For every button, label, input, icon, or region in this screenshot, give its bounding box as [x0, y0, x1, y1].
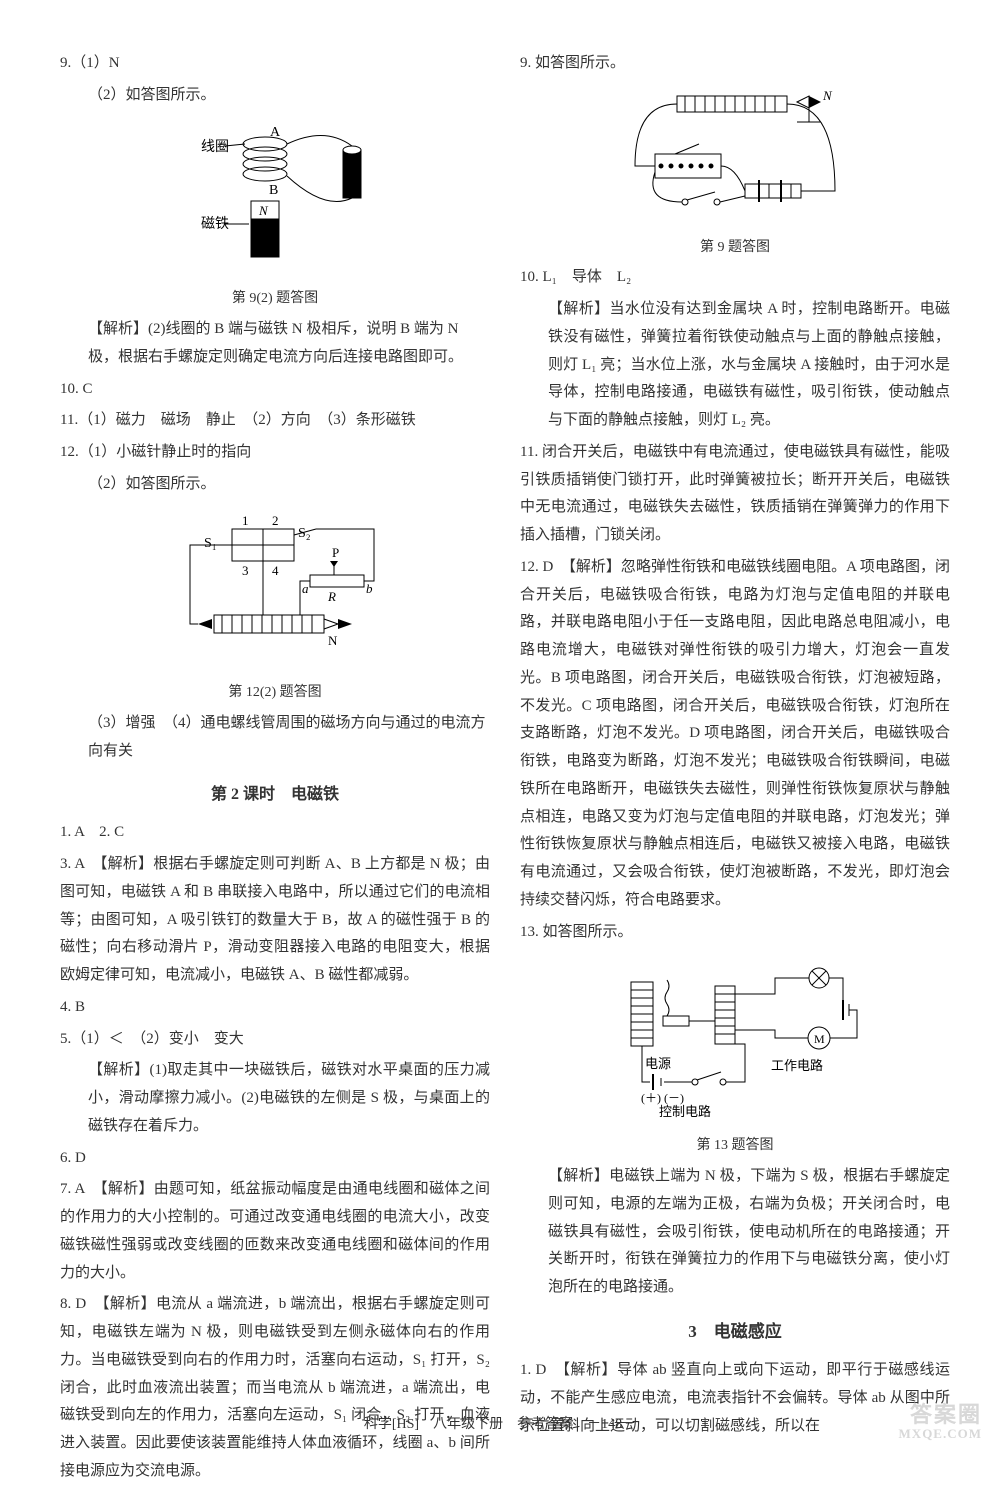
svg-text:b: b	[366, 581, 373, 596]
magnet-label: 磁铁	[201, 216, 229, 232]
r-q10-exp: 【解析】当水位没有达到金属块 A 时，控制电路断开。电磁铁没有磁性，弹簧拉着衔铁…	[520, 296, 950, 435]
l2-q8: 8. D 【解析】电流从 a 端流进，b 端流出，根据右手螺旋定则可知，电磁铁左…	[60, 1291, 490, 1485]
figure-r13-caption: 第 13 题答图	[520, 1133, 950, 1159]
figure-r9: N	[520, 84, 950, 261]
watermark-top: 答案圈	[910, 1402, 982, 1427]
svg-text:N: N	[822, 88, 833, 103]
q11: 11.（1）磁力 磁场 静止 （2）方向 （3）条形磁铁	[60, 407, 490, 435]
figure-r13: M 电源 (＋) (－)	[520, 952, 950, 1159]
lesson-2-title: 第 2 课时 电磁铁	[60, 780, 490, 810]
q12-part1: 12.（1）小磁针静止时的指向	[60, 439, 490, 467]
right-column: 9. 如答图所示。 N	[520, 50, 950, 1360]
svg-text:N: N	[328, 633, 338, 648]
figure-12-2: 1 2 3 4 S₁ S₂ P a R b	[60, 505, 490, 707]
svg-text:控制电路: 控制电路	[659, 1104, 711, 1119]
svg-text:P: P	[332, 545, 339, 560]
figure-r9-caption: 第 9 题答图	[520, 235, 950, 261]
chapter-3-title: 3 电磁感应	[520, 1316, 950, 1347]
page-footer: 科学[HS] 八年级下册 参考答案 －148－	[0, 1413, 1000, 1433]
svg-text:a: a	[302, 581, 309, 596]
svg-text:M: M	[814, 1032, 825, 1046]
q10: 10. C	[60, 376, 490, 404]
svg-text:1: 1	[242, 513, 249, 528]
svg-text:S₁: S₁	[204, 536, 217, 551]
watermark: 答案圈 MXQE.COM	[899, 1403, 982, 1441]
r-q12: 12. D 【解析】忽略弹性衔铁和电磁铁线圈电阻。A 项电路图，闭合开关后，电磁…	[520, 554, 950, 915]
svg-text:2: 2	[272, 513, 279, 528]
figure-9-2: 线圈 A B N 磁铁	[60, 116, 490, 313]
q9-part2: （2）如答图所示。	[60, 82, 490, 110]
l2-q3: 3. A 【解析】根据右手螺旋定则可判断 A、B 上方都是 N 极；由图可知，电…	[60, 851, 490, 990]
l2-q6: 6. D	[60, 1145, 490, 1173]
coil-label: 线圈	[201, 139, 229, 155]
svg-text:电源: 电源	[645, 1056, 671, 1071]
N-label: N	[258, 203, 269, 218]
l2-q1q2: 1. A 2. C	[60, 819, 490, 847]
figure-9-2-caption: 第 9(2) 题答图	[60, 286, 490, 312]
l2-q5-exp: 【解析】(1)取走其中一块磁铁后，磁铁对水平桌面的压力减小，滑动摩擦力减小。(2…	[60, 1057, 490, 1140]
svg-text:(＋) (－): (＋) (－)	[641, 1091, 684, 1105]
left-column: 9.（1）N （2）如答图所示。 线圈 A B N 磁铁	[60, 50, 490, 1360]
figure-12-2-caption: 第 12(2) 题答图	[60, 680, 490, 706]
r-q9: 9. 如答图所示。	[520, 50, 950, 78]
l2-q5: 5.（1）＜ （2）变小 变大	[60, 1026, 490, 1054]
r-q13-exp: 【解析】电磁铁上端为 N 极，下端为 S 极，根据右手螺旋定则可知，电源的左端为…	[520, 1163, 950, 1302]
q9-part1: 9.（1）N	[60, 50, 490, 78]
r-q10: 10. L₁ 导体 L₂	[520, 264, 950, 292]
l2-q7: 7. A 【解析】由题可知，纸盆振动幅度是由通电线圈和磁体之间的作用力的大小控制…	[60, 1176, 490, 1287]
watermark-bottom: MXQE.COM	[899, 1427, 982, 1441]
q9-explanation: 【解析】(2)线圈的 B 端与磁铁 N 极相斥，说明 B 端为 N 极，根据右手…	[60, 316, 490, 372]
B-label: B	[269, 183, 278, 198]
q12-part3: （3）增强 （4）通电螺线管周围的磁场方向与通过的电流方向有关	[60, 710, 490, 766]
q12-part2: （2）如答图所示。	[60, 471, 490, 499]
svg-text:R: R	[327, 589, 336, 604]
svg-text:3: 3	[242, 563, 249, 578]
svg-text:工作电路: 工作电路	[771, 1058, 823, 1073]
r-q11: 11. 闭合开关后，电磁铁中有电流通过，使电磁铁具有磁性，能吸引铁质插销使门锁打…	[520, 439, 950, 550]
r-q13: 13. 如答图所示。	[520, 919, 950, 947]
l2-q4: 4. B	[60, 994, 490, 1022]
svg-text:4: 4	[272, 563, 279, 578]
